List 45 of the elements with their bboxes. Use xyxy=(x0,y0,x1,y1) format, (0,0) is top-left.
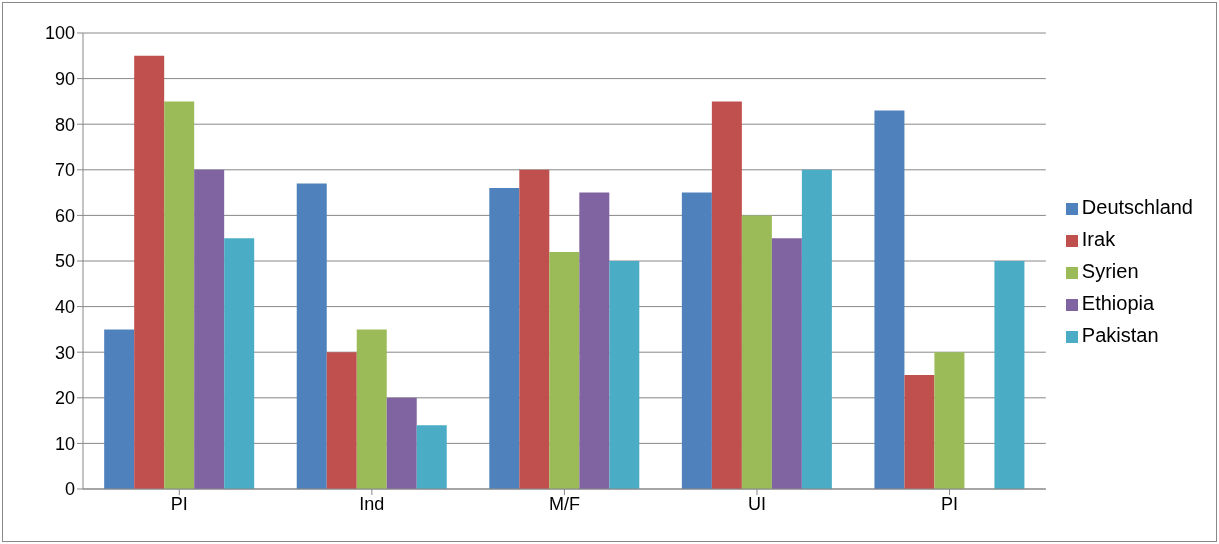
y-tick-label: 0 xyxy=(64,479,75,500)
bar xyxy=(771,238,802,489)
bar xyxy=(741,215,772,489)
y-tick-label: 50 xyxy=(54,251,75,272)
legend-label: Syrien xyxy=(1081,260,1139,282)
bar xyxy=(801,169,832,489)
y-tick-label: 60 xyxy=(54,205,75,226)
y-tick-label: 30 xyxy=(54,342,75,363)
bar xyxy=(134,55,165,489)
bar xyxy=(386,397,417,489)
x-tick-label: PI xyxy=(170,493,188,514)
bar xyxy=(489,188,520,489)
bar xyxy=(296,183,327,489)
y-tick-label: 90 xyxy=(54,68,75,89)
bar xyxy=(356,329,387,489)
legend-label: Deutschland xyxy=(1081,196,1193,218)
x-tick-label: M/F xyxy=(548,493,580,514)
x-tick-label: Ind xyxy=(359,493,385,514)
bar xyxy=(874,110,905,489)
legend-label: Pakistan xyxy=(1081,324,1159,346)
bar xyxy=(104,329,135,489)
bar xyxy=(904,375,935,489)
y-tick-label: 20 xyxy=(54,388,75,409)
y-tick-label: 70 xyxy=(54,160,75,181)
bar xyxy=(519,169,550,489)
x-tick-label: PI xyxy=(941,493,959,514)
y-tick-label: 100 xyxy=(44,23,75,44)
y-tick-label: 40 xyxy=(54,296,75,317)
bar xyxy=(549,251,580,489)
bar xyxy=(994,261,1025,489)
bar xyxy=(609,261,640,489)
bar xyxy=(224,238,255,489)
bar xyxy=(681,192,712,489)
y-tick-label: 10 xyxy=(54,433,75,454)
bar xyxy=(164,101,195,489)
x-tick-label: UI xyxy=(747,493,766,514)
legend-label: Ethiopia xyxy=(1081,292,1155,314)
bar xyxy=(194,169,225,489)
bar xyxy=(326,352,357,489)
y-tick-label: 80 xyxy=(54,114,75,135)
bar xyxy=(416,425,447,489)
bar xyxy=(711,101,742,489)
legend-label: Irak xyxy=(1081,228,1116,250)
bar xyxy=(934,352,965,489)
bar xyxy=(579,192,610,489)
